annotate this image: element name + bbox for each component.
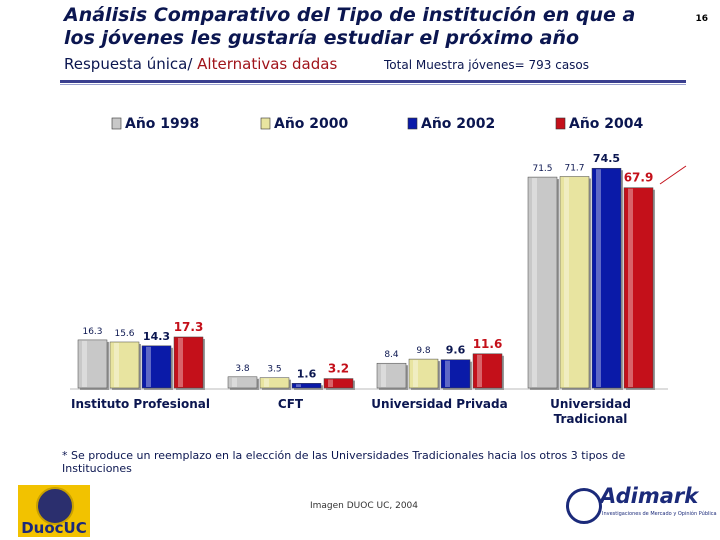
bar bbox=[376, 362, 407, 389]
adimark-tagline: Investigaciones de Mercado y Opinión Púb… bbox=[602, 511, 717, 517]
bar bbox=[141, 345, 172, 389]
data-label: 17.3 bbox=[174, 320, 204, 334]
data-label: 9.6 bbox=[446, 344, 466, 357]
bar-highlight bbox=[413, 360, 418, 387]
bar-highlight bbox=[328, 379, 333, 387]
bar-highlight bbox=[628, 188, 633, 387]
data-label: 11.6 bbox=[473, 337, 503, 351]
data-label: 1.6 bbox=[297, 367, 317, 380]
bar bbox=[291, 383, 322, 389]
seal-icon bbox=[36, 487, 74, 525]
data-label: 8.4 bbox=[384, 350, 399, 360]
data-label: 67.9 bbox=[624, 171, 654, 185]
legend-swatch bbox=[407, 117, 418, 130]
sample-size: Total Muestra jóvenes= 793 casos bbox=[384, 58, 590, 72]
bar bbox=[559, 176, 590, 389]
adimark-logo: Adimark Investigaciones de Mercado y Opi… bbox=[566, 482, 717, 530]
data-label: 71.7 bbox=[564, 163, 584, 173]
category-label: Tradicional bbox=[554, 412, 628, 426]
bar-highlight bbox=[445, 360, 450, 387]
data-label: 16.3 bbox=[82, 327, 102, 337]
bar-highlight bbox=[232, 377, 237, 387]
bar-highlight bbox=[114, 342, 119, 387]
data-label: 3.5 bbox=[267, 365, 281, 375]
bar-highlight bbox=[596, 169, 601, 387]
page-number: 16 bbox=[695, 14, 708, 24]
bar bbox=[109, 341, 140, 389]
bar-highlight bbox=[564, 177, 569, 387]
data-label: 9.8 bbox=[416, 346, 431, 356]
bar-highlight bbox=[146, 346, 151, 387]
bar-highlight bbox=[532, 178, 537, 387]
bar bbox=[440, 359, 471, 389]
subtitle: Respuesta única/ Alternativas dadas bbox=[64, 55, 337, 73]
subtitle-alt: Alternativas dadas bbox=[197, 55, 338, 73]
duoc-uc-logo: DuocUC bbox=[18, 485, 90, 537]
category-label: Universidad bbox=[550, 397, 631, 411]
bar bbox=[259, 377, 290, 389]
bar-highlight bbox=[477, 354, 482, 387]
image-credit: Imagen DUOC UC, 2004 bbox=[310, 501, 418, 511]
category-label: CFT bbox=[278, 397, 304, 411]
legend-swatch bbox=[111, 117, 122, 130]
category-label: Instituto Profesional bbox=[71, 397, 210, 411]
bar bbox=[77, 339, 108, 389]
data-label: 3.8 bbox=[235, 364, 250, 374]
bar bbox=[591, 167, 622, 389]
bar-highlight bbox=[264, 378, 269, 387]
bar bbox=[408, 358, 439, 389]
bar bbox=[227, 376, 258, 389]
bar bbox=[323, 378, 354, 389]
bar-highlight bbox=[178, 337, 183, 387]
slide-title: Análisis Comparativo del Tipo de institu… bbox=[64, 4, 636, 49]
header-rule-thin bbox=[60, 84, 686, 85]
header-rule bbox=[60, 80, 686, 83]
data-label: 15.6 bbox=[114, 329, 134, 339]
adimark-logo-text: Adimark bbox=[600, 484, 699, 508]
callout-line bbox=[659, 165, 687, 185]
data-label: 71.5 bbox=[532, 164, 552, 174]
data-label: 14.3 bbox=[143, 330, 170, 343]
subtitle-main: Respuesta única/ bbox=[64, 55, 193, 73]
bar bbox=[173, 336, 204, 389]
duoc-uc-logo-text: DuocUC bbox=[21, 519, 87, 537]
legend-label: Año 1998 bbox=[125, 116, 199, 132]
bar-highlight bbox=[381, 364, 386, 387]
bar-highlight bbox=[296, 384, 301, 387]
legend-swatch bbox=[260, 117, 271, 130]
footnote: * Se produce un reemplazo en la elección… bbox=[62, 449, 626, 475]
adimark-mark-icon bbox=[566, 488, 602, 524]
bar bbox=[527, 176, 558, 389]
bar bbox=[472, 353, 503, 389]
bar-highlight bbox=[82, 340, 87, 387]
legend-label: Año 2002 bbox=[421, 116, 495, 132]
legend-label: Año 2004 bbox=[569, 116, 644, 132]
bar bbox=[623, 187, 654, 389]
legend-swatch bbox=[555, 117, 566, 130]
category-label: Universidad Privada bbox=[371, 397, 507, 411]
data-label: 74.5 bbox=[593, 152, 620, 165]
legend-label: Año 2000 bbox=[274, 116, 349, 132]
bar-chart: Año 1998 Año 2000 Año 2002 Año 2004 16.3 15.6… bbox=[70, 116, 687, 426]
data-label: 3.2 bbox=[328, 362, 349, 376]
